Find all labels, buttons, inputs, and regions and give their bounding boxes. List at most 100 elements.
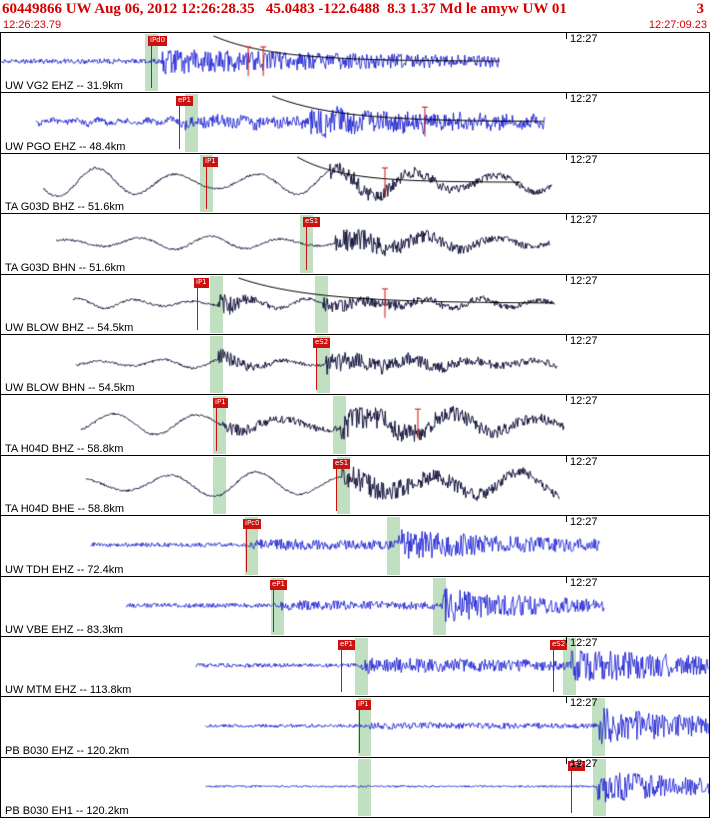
time-tick-label: 12:27: [570, 636, 598, 649]
waveform-canvas[interactable]: [1, 93, 709, 153]
pick-overlays: iP1: [1, 395, 709, 454]
trace-panel: eP1 eS2 12:27 UW MTM EHZ -- 113.8km: [0, 635, 710, 698]
station-label: TA H04D BHE -- 58.8km: [5, 503, 124, 516]
waveform-canvas[interactable]: [1, 576, 709, 636]
waveform-canvas[interactable]: [1, 636, 709, 697]
phase-flag[interactable]: iPd0: [148, 36, 168, 46]
waveform-canvas[interactable]: [1, 455, 709, 516]
station-label: TA H04D BHZ -- 58.8km: [5, 442, 124, 455]
time-tick-mark: [566, 516, 567, 523]
window-start-time: 12:26:23.79: [3, 19, 62, 31]
phase-flag[interactable]: eP1: [338, 639, 355, 650]
phase-pick-line[interactable]: [216, 408, 217, 451]
phase-flag[interactable]: eS2: [313, 337, 331, 348]
phase-flag[interactable]: eS1: [333, 458, 351, 469]
trace-panel: eS2 12:27 UW BLOW BHN -- 54.5km: [0, 333, 710, 396]
phase-flag[interactable]: iP1: [203, 156, 218, 167]
pick-overlays: eS2: [1, 758, 709, 817]
trace-panel: iP1 12:27 TA G03D BHZ -- 51.6km: [0, 152, 710, 215]
pick-overlays: eP1: [1, 93, 709, 152]
time-tick-mark: [566, 334, 567, 341]
phase-pick-line[interactable]: [571, 770, 572, 814]
phase-flag[interactable]: iPc0: [243, 519, 262, 530]
waveform-canvas[interactable]: [1, 757, 709, 818]
time-tick-mark: [566, 33, 567, 39]
time-tick-mark: [566, 274, 567, 281]
phase-flag[interactable]: iP1: [194, 277, 209, 288]
pick-overlays: iPc0: [1, 516, 709, 575]
time-tick-label: 12:27: [570, 153, 598, 166]
trace-panel: eP1 12:27 UW VBE EHZ -- 83.3km: [0, 575, 710, 637]
phase-pick-line[interactable]: [306, 227, 307, 270]
event-header: 60449866 UW Aug 06, 2012 12:26:28.35 45.…: [0, 0, 710, 19]
phase-pick-line[interactable]: [246, 529, 247, 572]
waveform-canvas[interactable]: [1, 697, 709, 757]
pick-overlays: eP1 eS2: [1, 637, 709, 696]
station-label: TA G03D BHZ -- 51.6km: [5, 201, 124, 214]
time-tick-label: 12:27: [570, 455, 598, 468]
trace-panel: eS2 12:27 PB B030 EH1 -- 120.2km: [0, 756, 710, 818]
phase-flag[interactable]: eS2: [568, 760, 586, 771]
waveform-canvas[interactable]: [1, 274, 709, 334]
time-tick-label: 12:27: [570, 93, 598, 106]
time-tick-label: 12:27: [570, 395, 598, 408]
phase-flag[interactable]: eP1: [176, 96, 193, 107]
station-label: UW MTM EHZ -- 113.8km: [5, 684, 132, 697]
phase-pick-line[interactable]: [151, 46, 152, 89]
trace-panel: iP1 12:27 TA H04D BHZ -- 58.8km: [0, 394, 710, 456]
trace-panel: iPc0 12:27 UW TDH EHZ -- 72.4km: [0, 515, 710, 577]
trace-panel: iP1 12:27 PB B030 EHZ -- 120.2km: [0, 696, 710, 758]
phase-flag[interactable]: iP1: [356, 700, 371, 711]
time-tick-mark: [566, 757, 567, 764]
station-label: PB B030 EHZ -- 120.2km: [5, 744, 130, 757]
time-tick-mark: [566, 153, 567, 160]
pick-overlays: eP1: [1, 577, 709, 636]
time-tick-label: 12:27: [570, 757, 598, 770]
phase-flag[interactable]: eP1: [270, 579, 287, 590]
pick-overlays: eS1: [1, 214, 709, 273]
time-tick-mark: [566, 576, 567, 583]
trace-panel: iPd0 12:27 UW VG2 EHZ -- 31.9km: [0, 32, 710, 94]
phase-pick-line[interactable]: [316, 347, 317, 391]
phase-flag[interactable]: eS1: [303, 217, 321, 228]
station-label: UW VBE EHZ -- 83.3km: [5, 623, 123, 636]
waveform-canvas[interactable]: [1, 516, 709, 576]
station-label: PB B030 EH1 -- 120.2km: [5, 805, 129, 818]
phase-pick-line[interactable]: [197, 287, 198, 330]
phase-pick-line[interactable]: [336, 468, 337, 512]
pick-overlays: eS2: [1, 335, 709, 394]
phase-pick-line[interactable]: [179, 106, 180, 149]
time-tick-mark: [566, 636, 567, 643]
time-tick-label: 12:27: [570, 214, 598, 227]
waveform-canvas[interactable]: [1, 33, 709, 93]
time-tick-label: 12:27: [570, 334, 598, 347]
time-tick-mark: [566, 697, 567, 704]
trace-panel: iP1 12:27 UW BLOW BHZ -- 54.5km: [0, 273, 710, 335]
phase-pick-line[interactable]: [273, 589, 274, 632]
station-label: UW PGO EHZ -- 48.4km: [5, 140, 126, 153]
phase-pick-line[interactable]: [553, 649, 554, 693]
station-label: TA G03D BHN -- 51.6km: [5, 261, 126, 274]
phase-pick-line[interactable]: [341, 649, 342, 693]
event-header-text: 60449866 UW Aug 06, 2012 12:26:28.35 45.…: [2, 1, 567, 17]
station-label: UW VG2 EHZ -- 31.9km: [5, 80, 123, 93]
time-tick-mark: [566, 455, 567, 462]
station-label: UW BLOW BHN -- 54.5km: [5, 382, 135, 395]
waveform-canvas[interactable]: [1, 214, 709, 274]
waveform-canvas[interactable]: [1, 334, 709, 395]
time-tick-mark: [566, 214, 567, 221]
station-label: UW BLOW BHZ -- 54.5km: [5, 321, 134, 334]
phase-pick-line[interactable]: [359, 710, 360, 753]
trace-panel: eS1 12:27 TA G03D BHN -- 51.6km: [0, 213, 710, 275]
window-end-time: 12:27:09.23: [648, 19, 707, 31]
phase-pick-line[interactable]: [206, 166, 207, 210]
waveform-canvas[interactable]: [1, 395, 709, 455]
time-tick-mark: [566, 93, 567, 100]
pick-overlays: iP1: [1, 697, 709, 756]
waveform-canvas[interactable]: [1, 153, 709, 214]
trace-panel: eS1 12:27 TA H04D BHE -- 58.8km: [0, 454, 710, 517]
time-tick-mark: [566, 395, 567, 402]
phase-flag[interactable]: iP1: [213, 398, 228, 409]
phase-flag[interactable]: eS2: [550, 639, 568, 650]
